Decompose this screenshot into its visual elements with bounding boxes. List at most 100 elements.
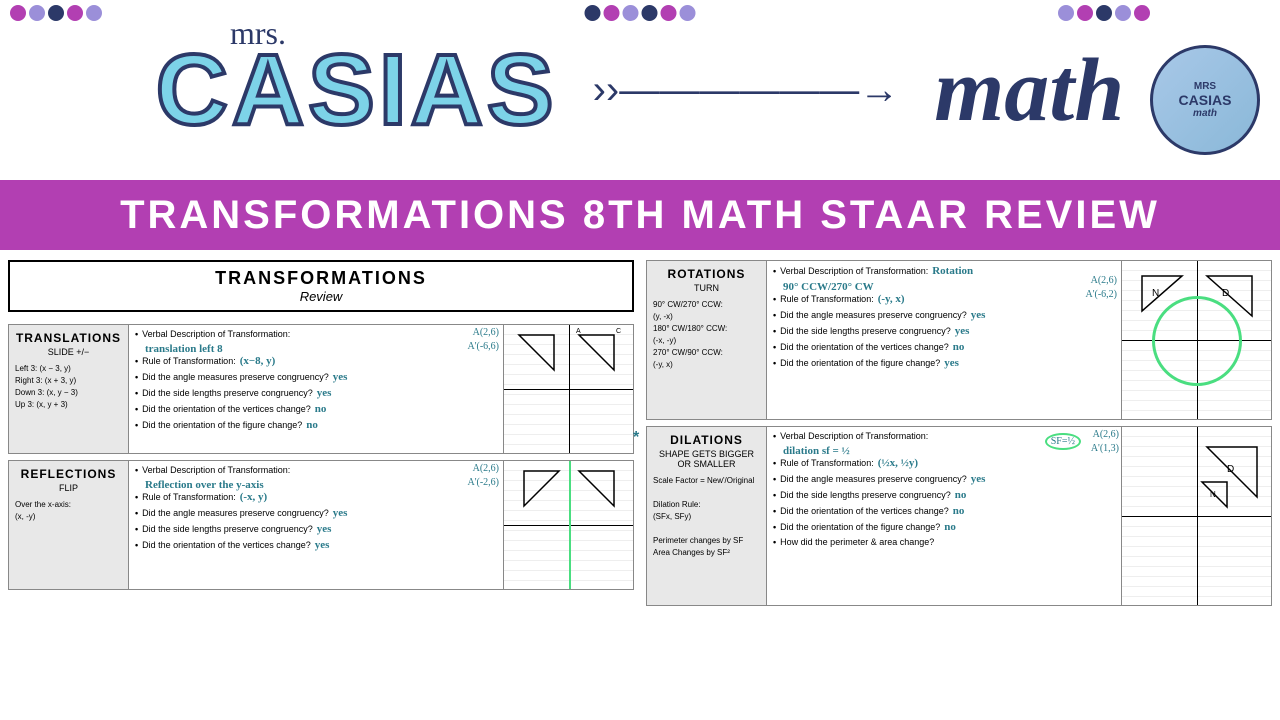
trans-b2: Rule of Transformation: xyxy=(142,356,236,366)
rot-a5: no xyxy=(953,341,965,353)
header-mrs: mrs. xyxy=(230,15,286,52)
refl-b4: Did the side lengths preserve congruency… xyxy=(142,524,313,534)
rot-coord2: A'(-6,2) xyxy=(1085,289,1117,300)
translations-rules: Left 3: (x − 3, y) Right 3: (x + 3, y) D… xyxy=(15,363,122,411)
dil-b7: How did the perimeter & area change? xyxy=(780,537,934,547)
refl-b3: Did the angle measures preserve congruen… xyxy=(142,508,329,518)
refl-a4: yes xyxy=(317,523,332,535)
dilations-graph: DN xyxy=(1121,427,1271,605)
dilations-body: Verbal Description of Transformation: di… xyxy=(767,427,1121,605)
garland-right xyxy=(1058,5,1150,21)
rot-b3: Did the angle measures preserve congruen… xyxy=(780,310,967,320)
logo-badge: MRS CASIAS math xyxy=(1150,45,1260,155)
rot-a6: yes xyxy=(944,357,959,369)
refl-title: REFLECTIONS xyxy=(15,467,122,481)
translations-title: TRANSLATIONS xyxy=(15,331,122,345)
right-column: ROTATIONS TURN 90° CW/270° CCW: (y, -x) … xyxy=(646,260,1272,710)
rot-hw2: (-y, x) xyxy=(878,293,905,305)
worksheet-subtitle: Review xyxy=(16,289,626,304)
trans-a6: no xyxy=(306,419,318,431)
dil-b2: Rule of Transformation: xyxy=(780,458,874,468)
rot-b2: Rule of Transformation: xyxy=(780,294,874,304)
rotations-section: ROTATIONS TURN 90° CW/270° CCW: (y, -x) … xyxy=(646,260,1272,420)
arrow-icon: ››——————→ xyxy=(593,68,900,113)
dil-sub: SHAPE GETS BIGGER OR SMALLER xyxy=(653,449,760,469)
banner: TRANSFORMATIONS 8TH MATH STAAR REVIEW xyxy=(0,180,1280,250)
header-math: math xyxy=(934,39,1124,142)
svg-text:D: D xyxy=(1227,464,1234,475)
svg-text:C: C xyxy=(616,328,621,335)
reflections-label: REFLECTIONS FLIP Over the x-axis: (x, -y… xyxy=(9,461,129,589)
svg-text:A: A xyxy=(576,328,581,335)
translations-graph: AC xyxy=(503,325,633,453)
refl-hw1: Reflection over the y-axis xyxy=(145,479,497,491)
rot-hw1b: 90° CCW/270° CW xyxy=(783,281,1115,293)
translations-label: TRANSLATIONS SLIDE +/− Left 3: (x − 3, y… xyxy=(9,325,129,453)
rot-coord1: A(2,6) xyxy=(1091,275,1117,286)
rot-b6: Did the orientation of the figure change… xyxy=(780,358,940,368)
dil-b3: Did the angle measures preserve congruen… xyxy=(780,474,967,484)
worksheet-title-box: TRANSFORMATIONS Review xyxy=(8,260,634,312)
trans-a5: no xyxy=(315,403,327,415)
refl-b2: Rule of Transformation: xyxy=(142,492,236,502)
dil-coord2: A'(1,3) xyxy=(1091,443,1119,454)
dil-sf-circle: SF=½ xyxy=(1045,433,1081,450)
worksheet-title: TRANSFORMATIONS xyxy=(16,268,626,289)
dil-a5: no xyxy=(953,505,965,517)
translations-section: TRANSLATIONS SLIDE +/− Left 3: (x − 3, y… xyxy=(8,324,634,454)
refl-coord1: A(2,6) xyxy=(473,463,499,474)
dil-b5: Did the orientation of the vertices chan… xyxy=(780,506,949,516)
dil-title: DILATIONS xyxy=(653,433,760,447)
rot-a3: yes xyxy=(971,309,986,321)
garland-left xyxy=(10,5,102,21)
trans-b1: Verbal Description of Transformation: xyxy=(142,329,290,339)
rotations-body: Verbal Description of Transformation: Ro… xyxy=(767,261,1121,419)
trans-coord1: A(2,6) xyxy=(473,327,499,338)
dil-a6: no xyxy=(944,521,956,533)
asterisk-icon: * xyxy=(633,429,639,447)
svg-text:D: D xyxy=(1222,288,1229,299)
refl-sub: FLIP xyxy=(15,483,122,493)
banner-text: TRANSFORMATIONS 8TH MATH STAAR REVIEW xyxy=(120,193,1160,238)
rotations-graph: ND xyxy=(1121,261,1271,419)
garland-center xyxy=(585,5,696,21)
dil-rules: Scale Factor = New'/Original Dilation Ru… xyxy=(653,475,760,559)
refl-hw2: (-x, y) xyxy=(240,491,268,503)
rotations-label: ROTATIONS TURN 90° CW/270° CCW: (y, -x) … xyxy=(647,261,767,419)
refl-rules: Over the x-axis: (x, -y) xyxy=(15,499,122,523)
trans-b5: Did the orientation of the vertices chan… xyxy=(142,404,311,414)
svg-text:N: N xyxy=(1210,490,1216,499)
refl-b5: Did the orientation of the vertices chan… xyxy=(142,540,311,550)
trans-b3: Did the angle measures preserve congruen… xyxy=(142,372,329,382)
rot-b1: Verbal Description of Transformation: xyxy=(780,266,928,276)
refl-a5: yes xyxy=(315,539,330,551)
dil-b6: Did the orientation of the figure change… xyxy=(780,522,940,532)
trans-coord2: A'(-6,6) xyxy=(467,341,499,352)
translations-sub: SLIDE +/− xyxy=(15,347,122,357)
refl-a3: yes xyxy=(333,507,348,519)
trans-b4: Did the side lengths preserve congruency… xyxy=(142,388,313,398)
rot-rules: 90° CW/270° CCW: (y, -x) 180° CW/180° CC… xyxy=(653,299,760,371)
badge-line1: MRS xyxy=(1194,81,1216,92)
rot-hw1: Rotation xyxy=(932,265,973,277)
dil-b1: Verbal Description of Transformation: xyxy=(780,431,928,441)
reflections-section: REFLECTIONS FLIP Over the x-axis: (x, -y… xyxy=(8,460,634,590)
refl-coord2: A'(-2,6) xyxy=(467,477,499,488)
trans-hw1: translation left 8 xyxy=(145,343,497,355)
badge-line3: math xyxy=(1193,108,1217,119)
dilations-label: DILATIONS SHAPE GETS BIGGER OR SMALLER S… xyxy=(647,427,767,605)
rot-title: ROTATIONS xyxy=(653,267,760,281)
dil-hw2: (½x, ½y) xyxy=(878,457,918,469)
badge-line2: CASIAS xyxy=(1179,92,1232,108)
header: mrs. CASIAS ››——————→ math MRS CASIAS ma… xyxy=(0,0,1280,180)
dil-coord1: A(2,6) xyxy=(1093,429,1119,440)
rot-a4: yes xyxy=(955,325,970,337)
trans-hw2: (x−8, y) xyxy=(240,355,276,367)
reflections-graph xyxy=(503,461,633,589)
dil-a4: no xyxy=(955,489,967,501)
worksheet-content: TRANSFORMATIONS Review TRANSLATIONS SLID… xyxy=(0,250,1280,720)
trans-a4: yes xyxy=(317,387,332,399)
trans-a3: yes xyxy=(333,371,348,383)
rot-b4: Did the side lengths preserve congruency… xyxy=(780,326,951,336)
dil-b4: Did the side lengths preserve congruency… xyxy=(780,490,951,500)
